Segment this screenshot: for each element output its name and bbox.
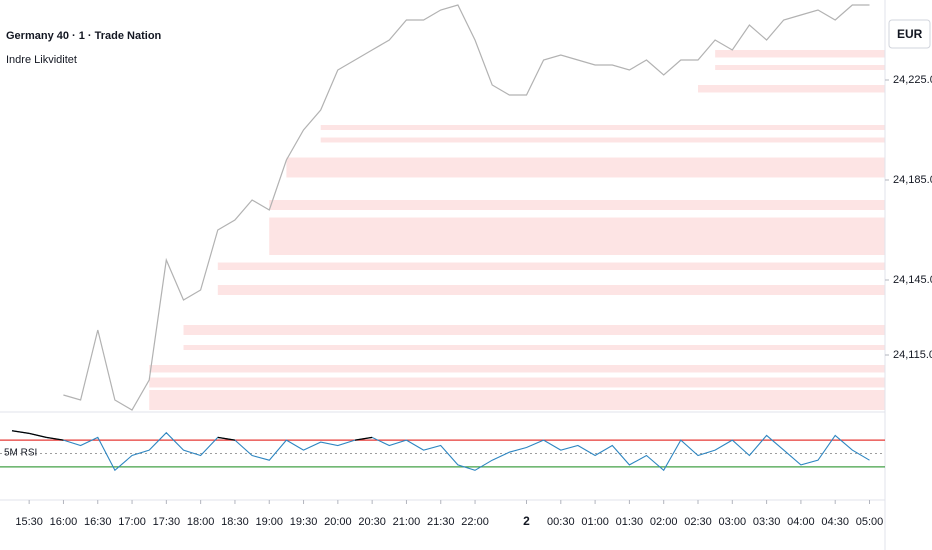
x-tick-label: 21:30	[427, 516, 455, 528]
x-tick-label: 20:00	[324, 516, 352, 528]
rsi-title: 5M RSI	[4, 448, 37, 459]
x-tick-label: 17:00	[118, 516, 146, 528]
liquidity-zone	[269, 217, 885, 255]
x-tick-label: 03:00	[719, 516, 747, 528]
x-tick-label: 19:30	[290, 516, 318, 528]
liquidity-zone	[698, 85, 885, 93]
liquidity-zone	[217, 262, 886, 270]
rsi-overbought	[354, 436, 373, 441]
chart-title: Germany 40 · 1 · Trade Nation	[6, 30, 162, 42]
x-tick-label: 04:30	[821, 516, 849, 528]
rsi-overbought	[46, 436, 64, 441]
y-tick-label: 24,145.0	[893, 274, 932, 286]
x-tick-label: 18:00	[187, 516, 215, 528]
rsi-overbought	[29, 432, 47, 439]
x-tick-label: 21:00	[393, 516, 421, 528]
liquidity-zone	[269, 200, 885, 210]
x-tick-label: 01:00	[581, 516, 609, 528]
liquidity-zone	[149, 377, 885, 388]
liquidity-zone	[286, 157, 885, 178]
x-tick-label: 2	[523, 514, 530, 528]
x-tick-label: 02:30	[684, 516, 712, 528]
x-tick-label: 00:30	[547, 516, 575, 528]
x-tick-label: 18:30	[221, 516, 249, 528]
liquidity-zone	[320, 137, 885, 143]
x-tick-label: 15:30	[15, 516, 43, 528]
x-tick-label: 17:30	[153, 516, 181, 528]
liquidity-zone	[183, 345, 885, 350]
indicator-name: Indre Likviditet	[6, 54, 77, 66]
x-tick-label: 16:30	[84, 516, 112, 528]
liquidity-zone	[715, 50, 885, 58]
x-tick-label: 02:00	[650, 516, 678, 528]
x-tick-label: 01:30	[616, 516, 644, 528]
x-tick-label: 03:30	[753, 516, 781, 528]
x-tick-label: 04:00	[787, 516, 815, 528]
currency-box[interactable]	[888, 19, 931, 49]
y-tick-label: 24,185.0	[893, 174, 932, 186]
x-tick-label: 16:00	[50, 516, 78, 528]
y-tick-label: 24,225.0	[893, 74, 932, 86]
price-line	[63, 4, 870, 411]
x-tick-label: 20:30	[358, 516, 386, 528]
rsi-overbought	[11, 430, 30, 435]
x-tick-label: 05:00	[856, 516, 884, 528]
liquidity-zone	[149, 390, 885, 410]
liquidity-zone	[183, 325, 885, 335]
price-axis-panel	[885, 0, 932, 550]
liquidity-zone	[320, 125, 885, 130]
x-tick-label: 19:00	[255, 516, 283, 528]
currency-label[interactable]: EUR	[897, 27, 923, 41]
y-tick-label: 24,115.0	[893, 349, 932, 361]
liquidity-zone	[715, 65, 885, 70]
x-tick-label: 22:00	[461, 516, 489, 528]
rsi-line	[11, 430, 870, 472]
rsi-overbought	[217, 436, 236, 441]
liquidity-zone	[149, 365, 885, 373]
liquidity-zone	[217, 285, 886, 295]
